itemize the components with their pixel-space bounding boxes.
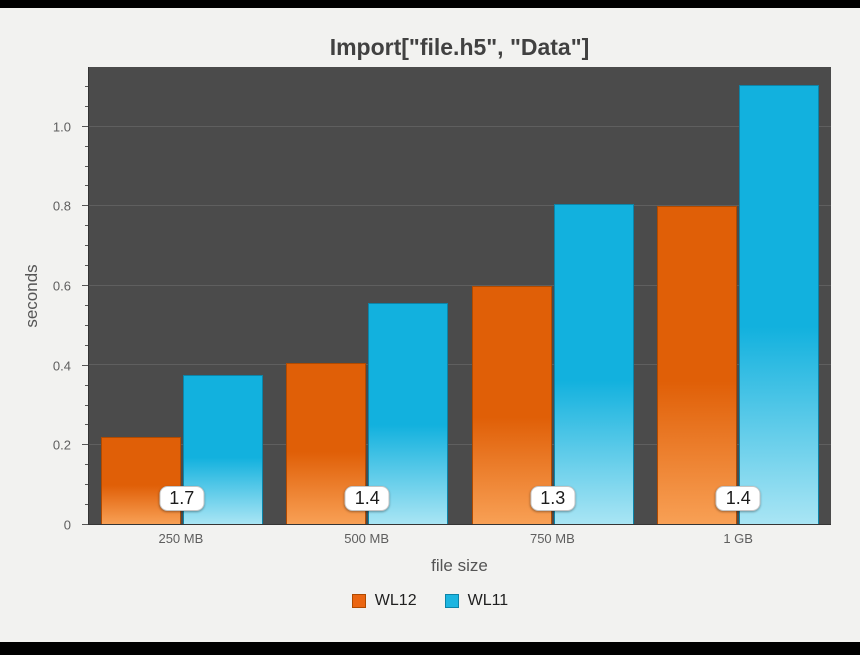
- y-tick-label: 1.0: [52, 119, 71, 135]
- y-minor-tick: [85, 324, 88, 326]
- y-major-tick: [82, 444, 88, 446]
- x-tick-label: 750 MB: [529, 531, 575, 546]
- y-minor-tick: [85, 105, 88, 107]
- legend-swatch-wl11: [444, 594, 459, 608]
- x-tick-label: 1 GB: [723, 531, 753, 546]
- y-minor-tick: [85, 225, 88, 227]
- y-major-tick: [82, 524, 88, 525]
- y-minor-tick: [85, 344, 88, 346]
- y-major-tick: [82, 285, 88, 287]
- chart-title: Import["file.h5", "Data"]: [329, 34, 590, 60]
- legend-label: WL11: [467, 592, 509, 609]
- y-minor-tick: [85, 464, 88, 466]
- gridline: [89, 125, 831, 127]
- y-tick-label: 0.4: [52, 358, 71, 374]
- y-tick-label: 0.8: [52, 198, 71, 214]
- x-axis-label: file size: [431, 556, 488, 575]
- y-tick-label: 0.6: [52, 278, 71, 294]
- y-minor-tick: [85, 185, 88, 187]
- ratio-label: 1.7: [159, 486, 205, 511]
- y-axis: 0 0.2 0.4 0.6 0.8 1.0: [0, 67, 88, 533]
- bottom-black-bar: [0, 642, 860, 655]
- ratio-label: 1.4: [715, 486, 761, 511]
- ratio-label: 1.3: [530, 486, 576, 511]
- top-black-bar: [0, 0, 860, 8]
- y-minor-tick: [85, 145, 88, 147]
- legend-swatch-wl12: [351, 594, 366, 608]
- y-tick-label: 0.2: [52, 437, 71, 453]
- y-minor-tick: [85, 265, 88, 267]
- y-minor-tick: [85, 165, 88, 167]
- gridline: [89, 284, 831, 286]
- ratio-label: 1.4: [344, 486, 390, 511]
- legend-label: WL12: [374, 592, 417, 609]
- y-major-tick: [82, 205, 88, 207]
- plot-area: 1.7 1.4 1.3 1.4: [88, 67, 831, 525]
- x-tick-label: 500 MB: [344, 531, 390, 546]
- bar-wl11-750-mb: [553, 204, 634, 524]
- y-major-tick: [82, 125, 88, 127]
- bar-wl12-1-gb: [657, 206, 738, 524]
- x-axis: 250 MB 500 MB 750 MB 1 GB: [88, 531, 831, 549]
- bar-wl11-1-gb: [739, 84, 820, 524]
- y-minor-tick: [85, 245, 88, 247]
- y-minor-tick: [85, 484, 88, 486]
- y-minor-tick: [85, 85, 88, 87]
- y-minor-tick: [85, 304, 88, 306]
- gridline: [89, 205, 831, 207]
- gridline: [89, 443, 831, 445]
- y-minor-tick: [85, 384, 88, 386]
- legend: WL12 WL11: [0, 592, 860, 610]
- y-major-tick: [82, 364, 88, 366]
- legend-item-wl11: WL11: [444, 592, 509, 610]
- y-tick-label: 0: [63, 517, 71, 533]
- bar-wl12-750-mb: [471, 285, 552, 524]
- x-tick-label: 250 MB: [158, 531, 204, 546]
- gridline: [89, 364, 831, 366]
- y-minor-tick: [85, 404, 88, 406]
- legend-item-wl12: WL12: [351, 592, 417, 610]
- y-minor-tick: [85, 424, 88, 426]
- y-minor-tick: [85, 504, 88, 506]
